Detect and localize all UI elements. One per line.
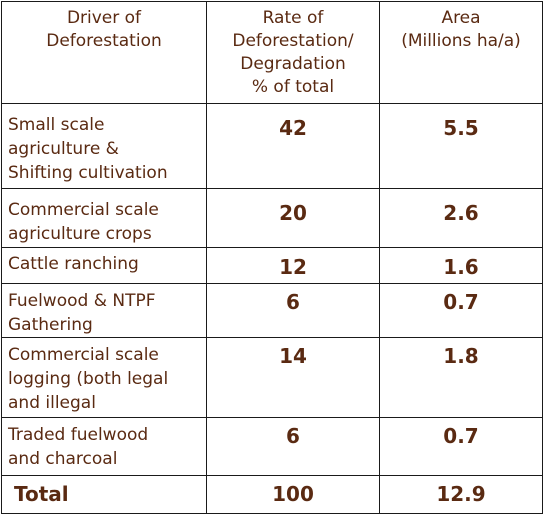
area-cell: 1.6 [379, 247, 543, 284]
rate-cell: 6 [206, 417, 380, 476]
driver-cell: Traded fuelwood and charcoal [1, 417, 207, 476]
driver-line: and illegal [8, 393, 96, 413]
table-row: Commercial scale agriculture crops 20 2.… [1, 188, 543, 248]
driver-line: Shifting cultivation [8, 163, 168, 183]
driver-line: logging (both legal [8, 369, 169, 389]
header-area-line: (Millions ha/a) [401, 31, 521, 51]
table-row: Cattle ranching 12 1.6 [1, 247, 543, 284]
header-driver-line: Deforestation [46, 31, 162, 51]
driver-cell: Commercial scale logging (both legal and… [1, 337, 207, 418]
driver-cell: Small scale agriculture & Shifting culti… [1, 103, 207, 189]
driver-line: Small scale [8, 115, 105, 135]
rate-cell: 42 [206, 103, 380, 189]
header-driver: Driver of Deforestation [1, 1, 207, 104]
header-area: Area (Millions ha/a) [379, 1, 543, 104]
driver-line: Gathering [8, 315, 93, 335]
area-cell: 0.7 [379, 417, 543, 476]
header-rate: Rate of Deforestation/ Degradation % of … [206, 1, 380, 104]
area-cell: 1.8 [379, 337, 543, 418]
driver-line: agriculture crops [8, 224, 152, 244]
header-area-line: Area [441, 8, 481, 28]
total-rate: 100 [206, 475, 380, 514]
table-row: Small scale agriculture & Shifting culti… [1, 103, 543, 189]
header-rate-line: Degradation [240, 54, 346, 74]
header-driver-line: Driver of [66, 8, 142, 28]
driver-line: agriculture & [8, 139, 119, 159]
header-rate-line: Rate of [262, 8, 324, 28]
driver-line: Fuelwood & NTPF [8, 291, 156, 311]
driver-line: Cattle ranching [8, 254, 139, 274]
header-rate-line: % of total [251, 77, 335, 97]
driver-cell: Commercial scale agriculture crops [1, 188, 207, 248]
table-header-row: Driver of Deforestation Rate of Deforest… [1, 1, 543, 104]
driver-line: Commercial scale [8, 345, 159, 365]
table-row: Traded fuelwood and charcoal 6 0.7 [1, 417, 543, 476]
table-row: Fuelwood & NTPF Gathering 6 0.7 [1, 283, 543, 338]
driver-line: and charcoal [8, 449, 118, 469]
table-row: Commercial scale logging (both legal and… [1, 337, 543, 418]
total-area: 12.9 [379, 475, 543, 514]
area-cell: 5.5 [379, 103, 543, 189]
driver-line: Commercial scale [8, 200, 159, 220]
driver-line: Traded fuelwood [8, 425, 149, 445]
header-rate-line: Deforestation/ [232, 31, 354, 51]
rate-cell: 6 [206, 283, 380, 338]
driver-cell: Fuelwood & NTPF Gathering [1, 283, 207, 338]
driver-cell: Cattle ranching [1, 247, 207, 284]
rate-cell: 20 [206, 188, 380, 248]
total-label: Total [1, 475, 207, 514]
rate-cell: 12 [206, 247, 380, 284]
total-row: Total 100 12.9 [1, 475, 543, 514]
area-cell: 0.7 [379, 283, 543, 338]
rate-cell: 14 [206, 337, 380, 418]
area-cell: 2.6 [379, 188, 543, 248]
